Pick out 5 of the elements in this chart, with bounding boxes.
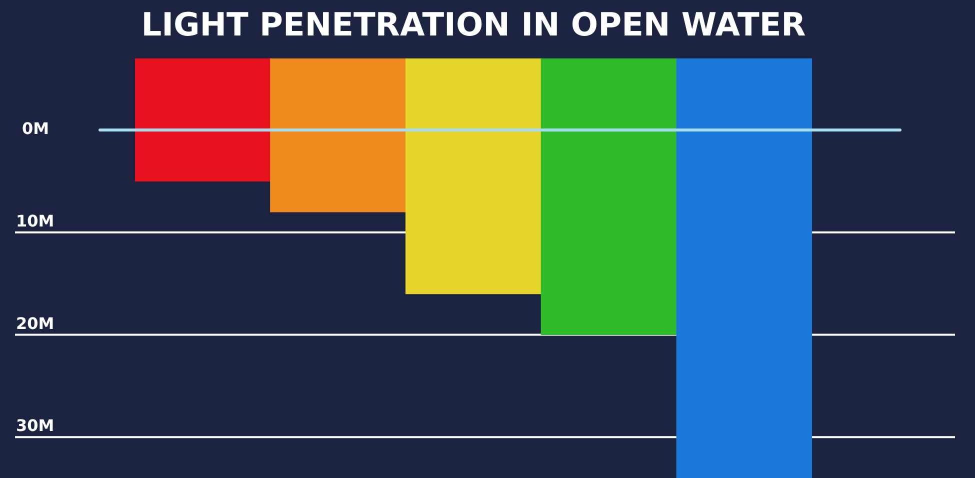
y-tick-label: 0M xyxy=(22,119,50,138)
chart-title: LIGHT PENETRATION IN OPEN WATER xyxy=(141,6,806,44)
y-tick-label: 20M xyxy=(16,314,54,333)
y-tick-label: 10M xyxy=(16,212,54,231)
y-tick-label: 30M xyxy=(16,416,54,436)
